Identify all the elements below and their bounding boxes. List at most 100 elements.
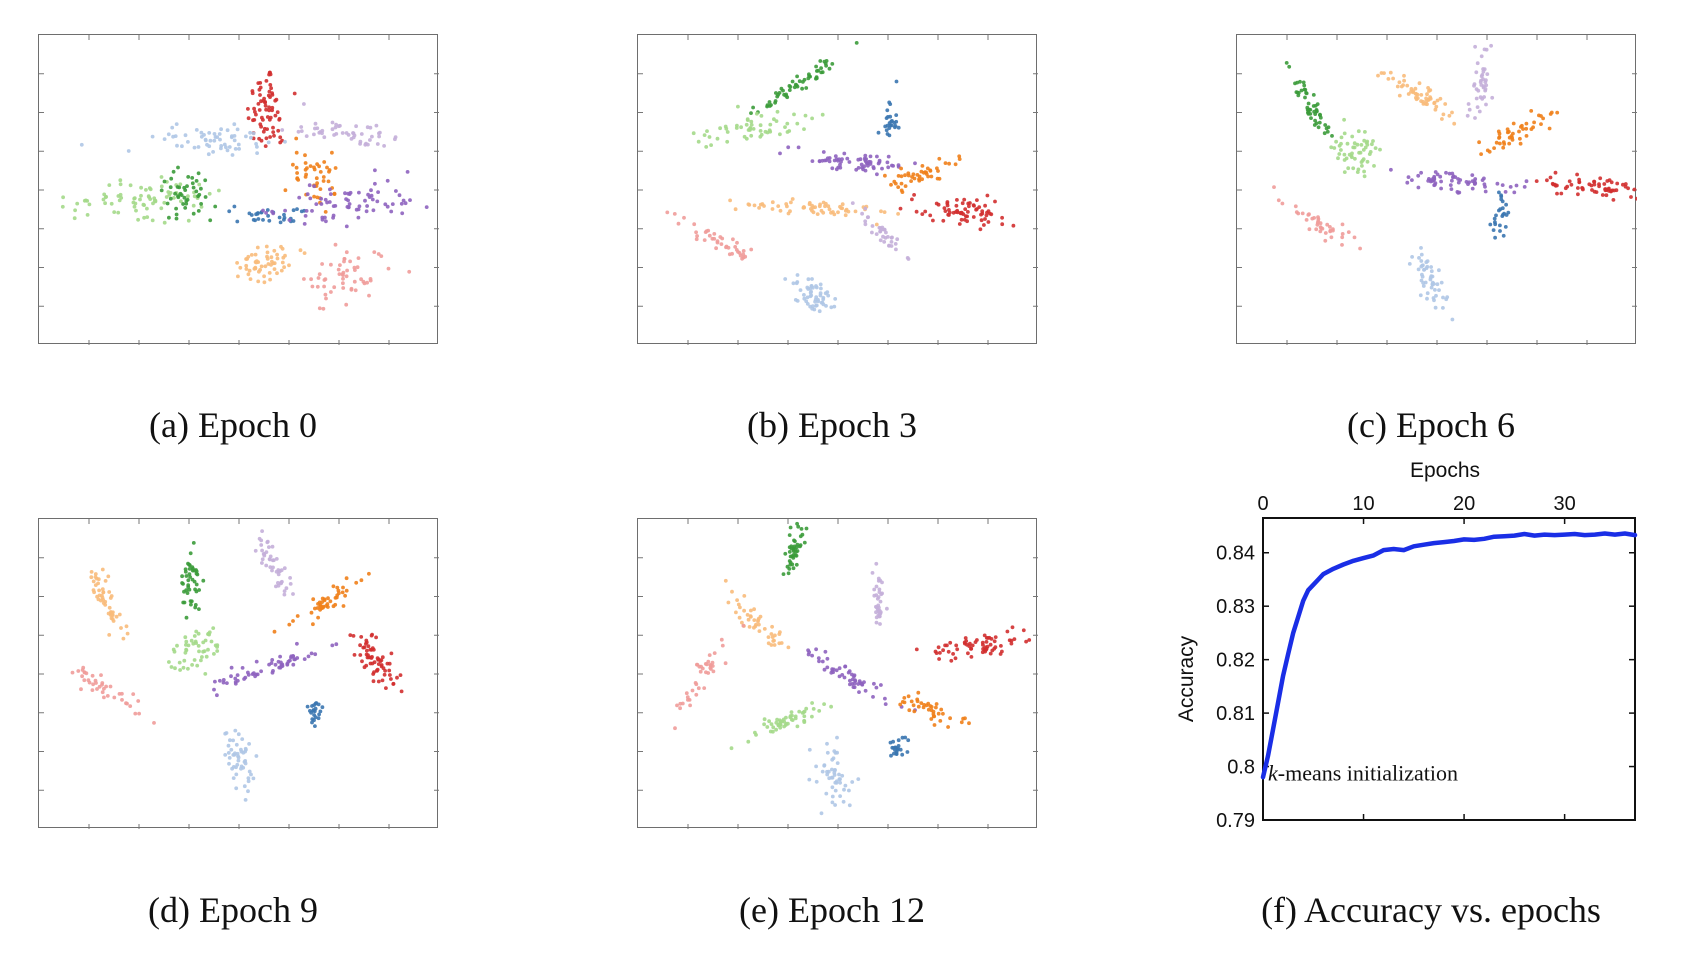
scatter-point	[245, 257, 250, 261]
scatter-point	[283, 139, 287, 144]
scatter-point	[743, 254, 748, 259]
scatter-point	[279, 581, 283, 586]
scatter-point	[759, 132, 764, 137]
scatter-point	[182, 658, 187, 663]
scatter-point	[794, 83, 799, 88]
scatter-point	[109, 201, 114, 206]
scatter-point	[817, 659, 821, 664]
scatter-point	[726, 600, 731, 605]
scatter-point	[267, 218, 272, 223]
scatter-point	[785, 121, 790, 126]
scatter-point	[1021, 628, 1026, 633]
scatter-point	[1386, 77, 1391, 81]
scatter-point	[863, 688, 868, 693]
scatter-point	[248, 277, 253, 281]
scatter-point	[199, 134, 204, 139]
scatter-point	[217, 188, 221, 193]
scatter-point	[315, 284, 320, 289]
scatter-point	[139, 185, 143, 190]
scatter-point	[878, 238, 883, 243]
scatter-point	[254, 260, 259, 265]
scatter-point	[798, 288, 803, 292]
scatter-point	[235, 673, 240, 677]
scatter-point	[1421, 99, 1425, 104]
scatter-point	[201, 649, 206, 654]
scatter-point	[756, 616, 761, 621]
scatter-point	[159, 184, 164, 189]
scatter-point	[252, 266, 257, 271]
scatter-point	[1362, 138, 1367, 143]
scatter-point	[774, 727, 778, 732]
scatter-point	[225, 128, 230, 133]
scatter-point	[1589, 183, 1594, 188]
scatter-point	[784, 202, 789, 206]
scatter-point	[363, 142, 368, 147]
scatter-point	[207, 131, 212, 135]
scatter-point	[852, 681, 857, 686]
scatter-point	[298, 248, 303, 253]
scatter-point	[998, 652, 1003, 656]
scatter-point	[376, 662, 381, 666]
scatter-point	[323, 215, 327, 220]
scatter-point	[183, 206, 188, 210]
scatter-point	[736, 104, 740, 109]
scatter-point	[936, 169, 940, 173]
scatter-point	[1356, 167, 1361, 172]
scatter-point	[342, 257, 347, 261]
scatter-point	[186, 666, 190, 671]
scatter-point	[776, 204, 781, 209]
scatter-point	[152, 721, 156, 725]
scatter-point	[920, 177, 924, 182]
scatter-point	[165, 201, 170, 206]
scatter-point	[1470, 186, 1475, 191]
scatter-point	[375, 668, 379, 673]
scatter-point	[346, 205, 351, 210]
scatter-point	[256, 217, 261, 221]
scatter-point	[243, 798, 248, 802]
scatter-point	[819, 811, 824, 816]
scatter-point	[898, 206, 903, 211]
y-tick-label: 0.84	[1216, 543, 1255, 565]
scatter-point	[190, 176, 195, 180]
scatter-point	[810, 116, 814, 121]
scatter-point	[315, 162, 319, 166]
scatter-point	[1368, 150, 1373, 154]
scatter-point	[834, 668, 839, 673]
scatter-point	[184, 588, 189, 593]
scatter-point	[723, 578, 728, 583]
scatter-point	[795, 74, 799, 79]
scatter-point	[263, 100, 267, 105]
scatter-point	[814, 284, 818, 288]
scatter-point	[371, 679, 376, 684]
scatter-point	[369, 633, 374, 638]
scatter-point	[825, 769, 829, 774]
scatter-point	[795, 273, 800, 277]
scatter-point	[97, 588, 101, 593]
scatter-point	[1419, 259, 1424, 263]
scatter-point	[1597, 184, 1601, 189]
scatter-point	[872, 681, 876, 686]
scatter-plot-epoch-12	[637, 518, 1038, 829]
scatter-point	[860, 682, 864, 687]
scatter-point	[294, 136, 299, 141]
scatter-point	[1302, 83, 1307, 88]
scatter-point	[909, 699, 914, 704]
scatter-point	[341, 281, 345, 286]
scatter-point	[1360, 158, 1365, 163]
scatter-point	[180, 574, 185, 579]
scatter-point	[936, 711, 941, 716]
scatter-point	[370, 134, 374, 139]
scatter-point	[896, 174, 901, 178]
scatter-point	[184, 574, 189, 578]
scatter-point	[267, 105, 271, 110]
scatter-point	[253, 252, 258, 257]
cluster-lightorange	[89, 567, 130, 641]
scatter-point	[1479, 74, 1484, 79]
scatter-point	[1337, 152, 1342, 156]
scatter-point	[941, 711, 945, 716]
scatter-point	[986, 636, 990, 640]
scatter-point	[124, 624, 129, 629]
scatter-point	[1504, 202, 1508, 207]
scatter-point	[856, 777, 861, 781]
scatter-point	[856, 157, 861, 162]
